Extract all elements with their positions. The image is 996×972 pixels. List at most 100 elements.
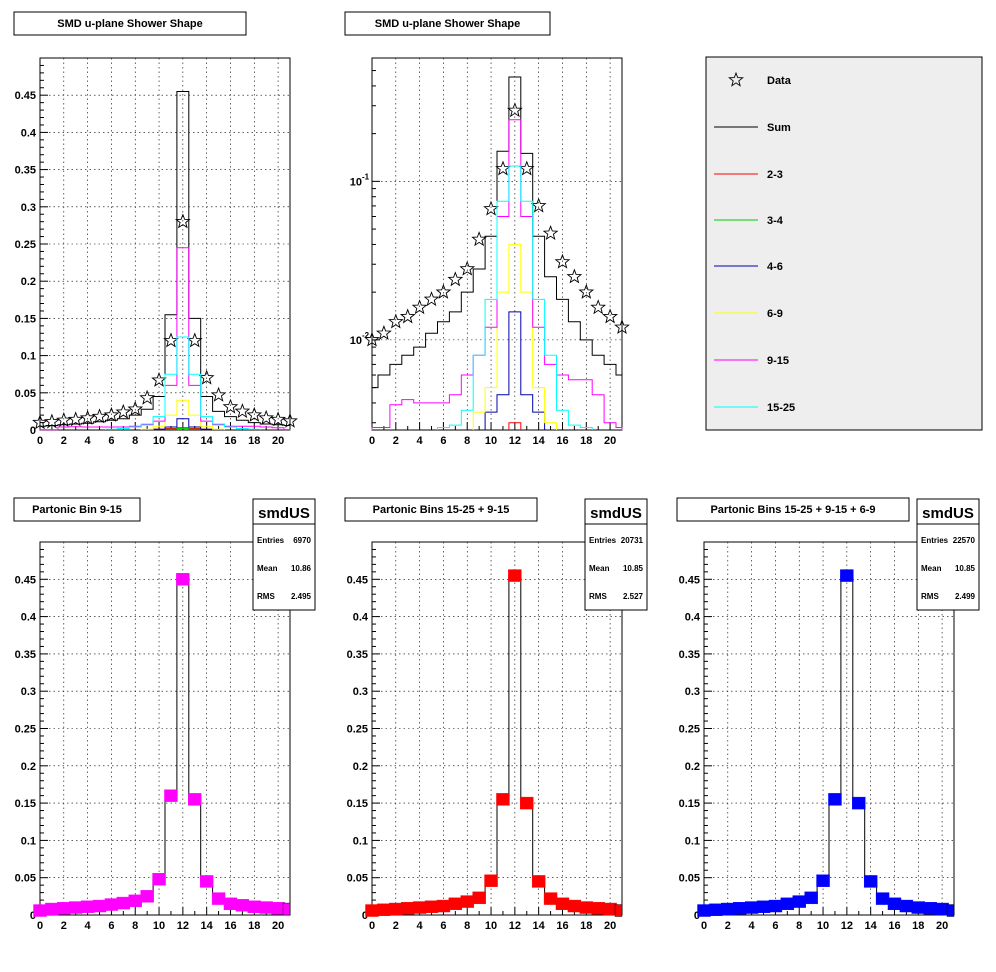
data-point-star — [435, 283, 452, 299]
data-point-star — [364, 331, 380, 347]
stats-key: Entries — [921, 536, 949, 545]
data-point-star — [163, 332, 179, 348]
bin-marker — [840, 569, 854, 582]
x-tick-label: 8 — [132, 435, 138, 447]
chart-title: Partonic Bins 15-25 + 9-15 — [373, 504, 510, 516]
data-point-star — [32, 414, 48, 430]
bin-marker — [911, 901, 925, 914]
x-tick-label: 16 — [224, 435, 236, 447]
chart-title-box — [344, 11, 551, 36]
y-tick-label: 0.4 — [21, 127, 37, 139]
x-tick-label: 14 — [201, 435, 214, 447]
x-tick-label: 18 — [248, 920, 260, 932]
legend-label: 9-15 — [767, 355, 789, 367]
x-tick-label: 20 — [272, 435, 284, 447]
histogram — [365, 569, 623, 917]
data-point-star — [67, 411, 84, 427]
x-tick-label: 2 — [61, 435, 67, 447]
y-tick-label: 0.1 — [685, 835, 700, 847]
bin-marker — [365, 904, 379, 917]
data-point-star — [198, 369, 215, 385]
data-point-star — [614, 319, 630, 335]
stats-box: smdUS Entries 20731 Mean 10.85 RMS 2.527 — [584, 498, 648, 611]
series-line-6-9 — [472, 243, 557, 430]
series-line-4-6 — [152, 418, 214, 430]
chart-panel-3: 0 2 4 6 8 10 12 14 16 18 20 0 0.05 0.1 0.15 0.2 0.25 0.3 0… — [13, 497, 316, 932]
bin-marker — [448, 897, 463, 911]
y-tick-label: 0.2 — [685, 761, 700, 773]
histogram — [33, 573, 291, 917]
bin-marker — [484, 874, 498, 887]
y-tick-label: 0.45 — [679, 574, 700, 586]
y-tick-label: 0.1 — [21, 835, 36, 847]
x-tick-label: 10 — [485, 920, 497, 932]
legend-label: 15-25 — [767, 402, 795, 414]
y-tick-label: 0.45 — [15, 574, 36, 586]
x-tick-label: 2 — [725, 920, 731, 932]
data-point-star — [127, 400, 144, 416]
x-tick-label: 6 — [772, 920, 778, 932]
series-line-3-4 — [164, 428, 202, 430]
x-tick-label: 8 — [796, 920, 802, 932]
x-tick-label: 20 — [604, 435, 616, 447]
bin-marker — [271, 902, 285, 915]
grid — [39, 542, 290, 915]
bin-marker — [721, 902, 735, 916]
bin-marker — [69, 901, 83, 914]
x-tick-label: 4 — [85, 920, 92, 932]
data-point-star — [399, 308, 416, 324]
bin-marker — [436, 899, 451, 913]
data-point-star — [459, 260, 476, 276]
grid — [39, 58, 290, 430]
x-tick-label: 14 — [533, 435, 546, 447]
bin-marker — [104, 898, 119, 911]
series-line-sum — [371, 76, 623, 430]
bin-marker — [176, 573, 190, 586]
y-tick-label: 0.05 — [15, 873, 36, 885]
bin-marker — [804, 891, 818, 905]
bin-marker — [887, 897, 902, 911]
chart-title: SMD u-plane Shower Shape — [375, 18, 520, 30]
x-tick-label: 0 — [369, 920, 375, 932]
bin-marker — [116, 896, 131, 910]
x-tick-label: 6 — [440, 920, 446, 932]
series-line-15-25 — [437, 165, 593, 430]
stats-name: smdUS — [590, 505, 642, 522]
bin-marker — [140, 890, 154, 903]
bin-marker — [235, 899, 250, 912]
data-point-star — [139, 389, 156, 405]
x-tick-label: 2 — [393, 920, 399, 932]
x-tick-label: 20 — [936, 920, 948, 932]
bin-marker — [709, 903, 723, 916]
stats-key: RMS — [589, 592, 607, 601]
y-axis-ticks — [40, 57, 48, 431]
data-point-star — [483, 200, 499, 216]
bin-marker — [567, 899, 582, 913]
x-tick-label: 4 — [85, 435, 92, 447]
bin-marker — [603, 902, 617, 916]
data-point-star — [115, 403, 132, 419]
x-tick-label: 16 — [556, 435, 568, 447]
y-axis-ticks — [40, 541, 48, 916]
data-point-star — [174, 213, 191, 229]
chart-title: SMD u-plane Shower Shape — [57, 18, 202, 30]
stats-value: 10.86 — [291, 564, 312, 573]
y-tick-label-exponent: -1 — [362, 172, 370, 181]
bin-marker — [57, 902, 71, 915]
y-tick-label: 0.3 — [21, 686, 36, 698]
y-tick-label: 0.05 — [347, 873, 368, 885]
x-tick-label: 14 — [201, 920, 214, 932]
bin-marker — [389, 902, 403, 916]
bin-marker — [259, 901, 273, 914]
bin-marker — [188, 793, 202, 806]
stats-key: RMS — [257, 592, 275, 601]
x-tick-label: 18 — [580, 435, 592, 447]
legend-label: 6-9 — [767, 308, 783, 320]
bin-marker — [923, 902, 937, 915]
legend-label: 4-6 — [767, 261, 783, 273]
series-line-15-25 — [105, 336, 261, 430]
bin-marker — [543, 892, 558, 905]
data-point-star — [411, 299, 428, 315]
